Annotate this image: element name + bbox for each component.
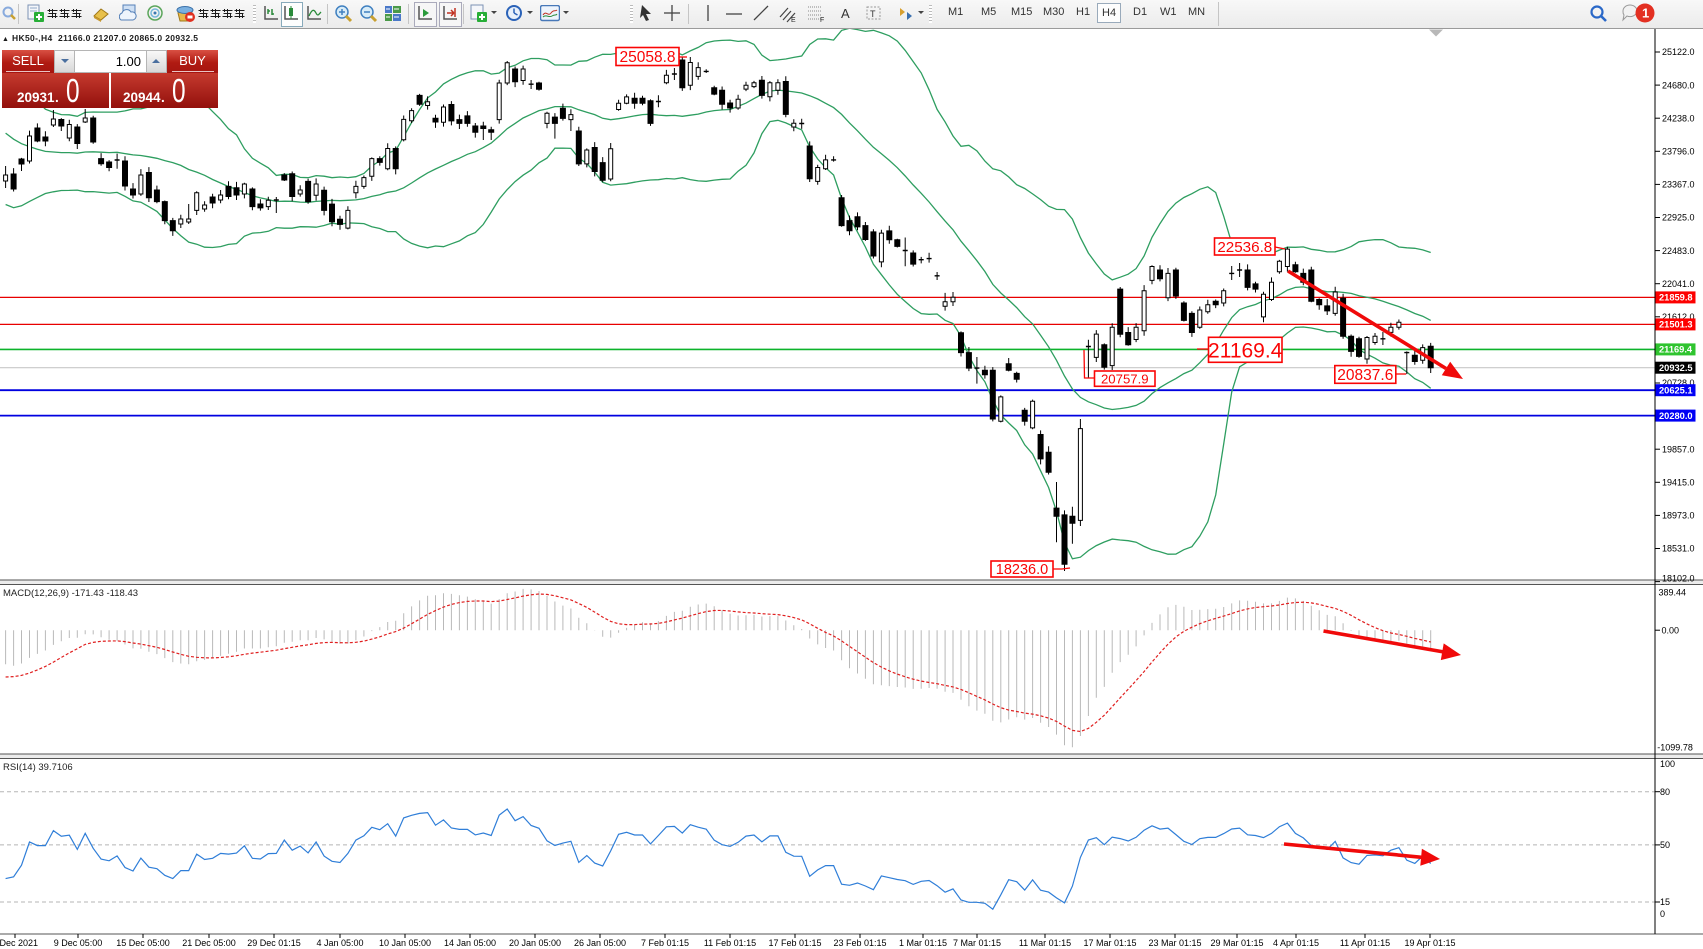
svg-text:23 Mar 01:15: 23 Mar 01:15: [1148, 938, 1201, 948]
svg-text:MACD(12,26,9) -171.43 -118.43: MACD(12,26,9) -171.43 -118.43: [3, 588, 138, 599]
svg-text:21612.0: 21612.0: [1662, 312, 1695, 322]
svg-text:20728.0: 20728.0: [1662, 378, 1695, 388]
svg-text:18236.0: 18236.0: [996, 562, 1048, 578]
svg-text:23796.0: 23796.0: [1662, 147, 1695, 157]
svg-text:21169.4: 21169.4: [1208, 339, 1283, 362]
svg-text:14 Jan 05:00: 14 Jan 05:00: [444, 938, 496, 948]
svg-text:389.44: 389.44: [1659, 588, 1687, 598]
svg-text:23 Feb 01:15: 23 Feb 01:15: [833, 938, 886, 948]
svg-text:24238.0: 24238.0: [1662, 113, 1695, 123]
svg-text:20280.0: 20280.0: [1659, 411, 1693, 421]
svg-text:1: 1: [1642, 6, 1649, 21]
svg-text:20757.9: 20757.9: [1101, 371, 1149, 386]
svg-text:26 Jan 05:00: 26 Jan 05:00: [574, 938, 626, 948]
svg-text:19857.0: 19857.0: [1662, 444, 1695, 454]
svg-text:11 Mar 01:15: 11 Mar 01:15: [1019, 938, 1071, 948]
svg-text:21 Dec 05:00: 21 Dec 05:00: [182, 938, 236, 948]
svg-text:25058.8: 25058.8: [619, 49, 675, 66]
svg-text:22536.8: 22536.8: [1217, 239, 1272, 256]
svg-text:21169.4: 21169.4: [1659, 345, 1693, 355]
svg-text:3 Dec 2021: 3 Dec 2021: [0, 938, 38, 948]
svg-text:11 Apr 01:15: 11 Apr 01:15: [1340, 938, 1390, 948]
svg-text:18531.0: 18531.0: [1662, 544, 1695, 554]
svg-text:4 Apr 01:15: 4 Apr 01:15: [1273, 938, 1319, 948]
svg-text:15 Dec 05:00: 15 Dec 05:00: [116, 938, 170, 948]
svg-text:100: 100: [1660, 759, 1675, 769]
svg-text:1 Mar 01:15: 1 Mar 01:15: [899, 938, 947, 948]
svg-text:17 Feb 01:15: 17 Feb 01:15: [768, 938, 821, 948]
svg-text:18102.0: 18102.0: [1662, 574, 1695, 584]
svg-text:11 Feb 01:15: 11 Feb 01:15: [704, 938, 756, 948]
svg-text:E: E: [791, 17, 796, 23]
svg-text:7 Mar 01:15: 7 Mar 01:15: [953, 938, 1001, 948]
svg-text:20837.6: 20837.6: [1337, 367, 1393, 384]
svg-text:4 Jan 05:00: 4 Jan 05:00: [316, 938, 363, 948]
svg-text:24680.0: 24680.0: [1662, 80, 1695, 90]
svg-text:29 Mar 01:15: 29 Mar 01:15: [1210, 938, 1263, 948]
svg-text:18973.0: 18973.0: [1662, 511, 1695, 521]
svg-text:80: 80: [1660, 787, 1670, 797]
svg-text:RSI(14) 39.7106: RSI(14) 39.7106: [3, 762, 73, 773]
svg-text:9 Dec 05:00: 9 Dec 05:00: [54, 938, 103, 948]
svg-text:10 Jan 05:00: 10 Jan 05:00: [379, 938, 431, 948]
svg-text:50: 50: [1660, 840, 1670, 850]
svg-text:15: 15: [1660, 897, 1670, 907]
svg-text:0.00: 0.00: [1662, 625, 1680, 635]
svg-text:20932.5: 20932.5: [1659, 363, 1693, 373]
svg-text:20625.1: 20625.1: [1659, 386, 1693, 396]
svg-text:F: F: [820, 17, 824, 23]
svg-text:29 Dec 01:15: 29 Dec 01:15: [247, 938, 301, 948]
svg-text:22925.0: 22925.0: [1662, 213, 1695, 223]
svg-text:21859.8: 21859.8: [1659, 293, 1693, 303]
svg-text:22483.0: 22483.0: [1662, 246, 1695, 256]
svg-text:0: 0: [1660, 909, 1665, 919]
svg-text:-1099.78: -1099.78: [1657, 743, 1693, 753]
svg-text:17 Mar 01:15: 17 Mar 01:15: [1083, 938, 1136, 948]
svg-text:22041.0: 22041.0: [1662, 279, 1695, 289]
svg-text:21501.3: 21501.3: [1659, 320, 1693, 330]
svg-text:T: T: [870, 9, 876, 19]
svg-text:7 Feb 01:15: 7 Feb 01:15: [641, 938, 689, 948]
svg-text:20 Jan 05:00: 20 Jan 05:00: [509, 938, 561, 948]
svg-text:23367.0: 23367.0: [1662, 180, 1695, 190]
svg-text:25122.0: 25122.0: [1662, 47, 1695, 57]
svg-text:19415.0: 19415.0: [1662, 478, 1695, 488]
svg-text:19 Apr 01:15: 19 Apr 01:15: [1404, 938, 1455, 948]
